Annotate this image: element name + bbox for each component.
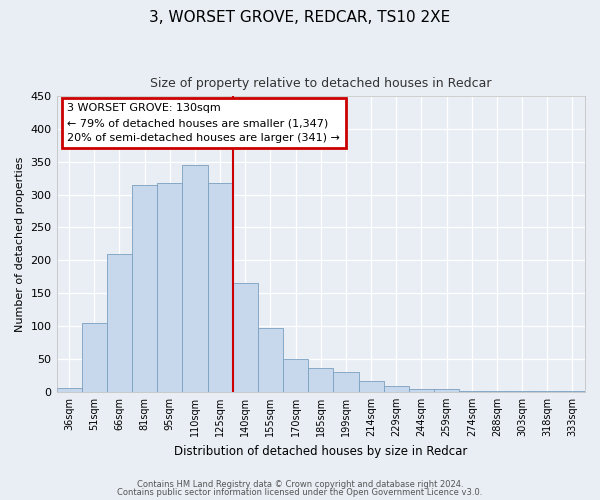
Bar bbox=[208, 182, 233, 392]
Bar bbox=[182, 165, 208, 392]
Bar bbox=[409, 388, 434, 392]
Bar bbox=[434, 388, 459, 392]
Bar bbox=[359, 380, 383, 392]
Bar bbox=[459, 390, 484, 392]
X-axis label: Distribution of detached houses by size in Redcar: Distribution of detached houses by size … bbox=[174, 444, 467, 458]
Text: Contains public sector information licensed under the Open Government Licence v3: Contains public sector information licen… bbox=[118, 488, 482, 497]
Bar bbox=[107, 254, 132, 392]
Bar bbox=[157, 184, 182, 392]
Bar bbox=[56, 388, 82, 392]
Bar bbox=[82, 323, 107, 392]
Bar bbox=[383, 386, 409, 392]
Bar bbox=[334, 372, 359, 392]
Bar bbox=[560, 390, 585, 392]
Bar bbox=[233, 284, 258, 392]
Text: 3, WORSET GROVE, REDCAR, TS10 2XE: 3, WORSET GROVE, REDCAR, TS10 2XE bbox=[149, 10, 451, 25]
Bar bbox=[308, 368, 334, 392]
Bar bbox=[132, 184, 157, 392]
Title: Size of property relative to detached houses in Redcar: Size of property relative to detached ho… bbox=[150, 78, 491, 90]
Bar bbox=[283, 359, 308, 392]
Y-axis label: Number of detached properties: Number of detached properties bbox=[15, 156, 25, 332]
Bar bbox=[258, 328, 283, 392]
Text: Contains HM Land Registry data © Crown copyright and database right 2024.: Contains HM Land Registry data © Crown c… bbox=[137, 480, 463, 489]
Text: 3 WORSET GROVE: 130sqm
← 79% of detached houses are smaller (1,347)
20% of semi-: 3 WORSET GROVE: 130sqm ← 79% of detached… bbox=[67, 103, 340, 143]
